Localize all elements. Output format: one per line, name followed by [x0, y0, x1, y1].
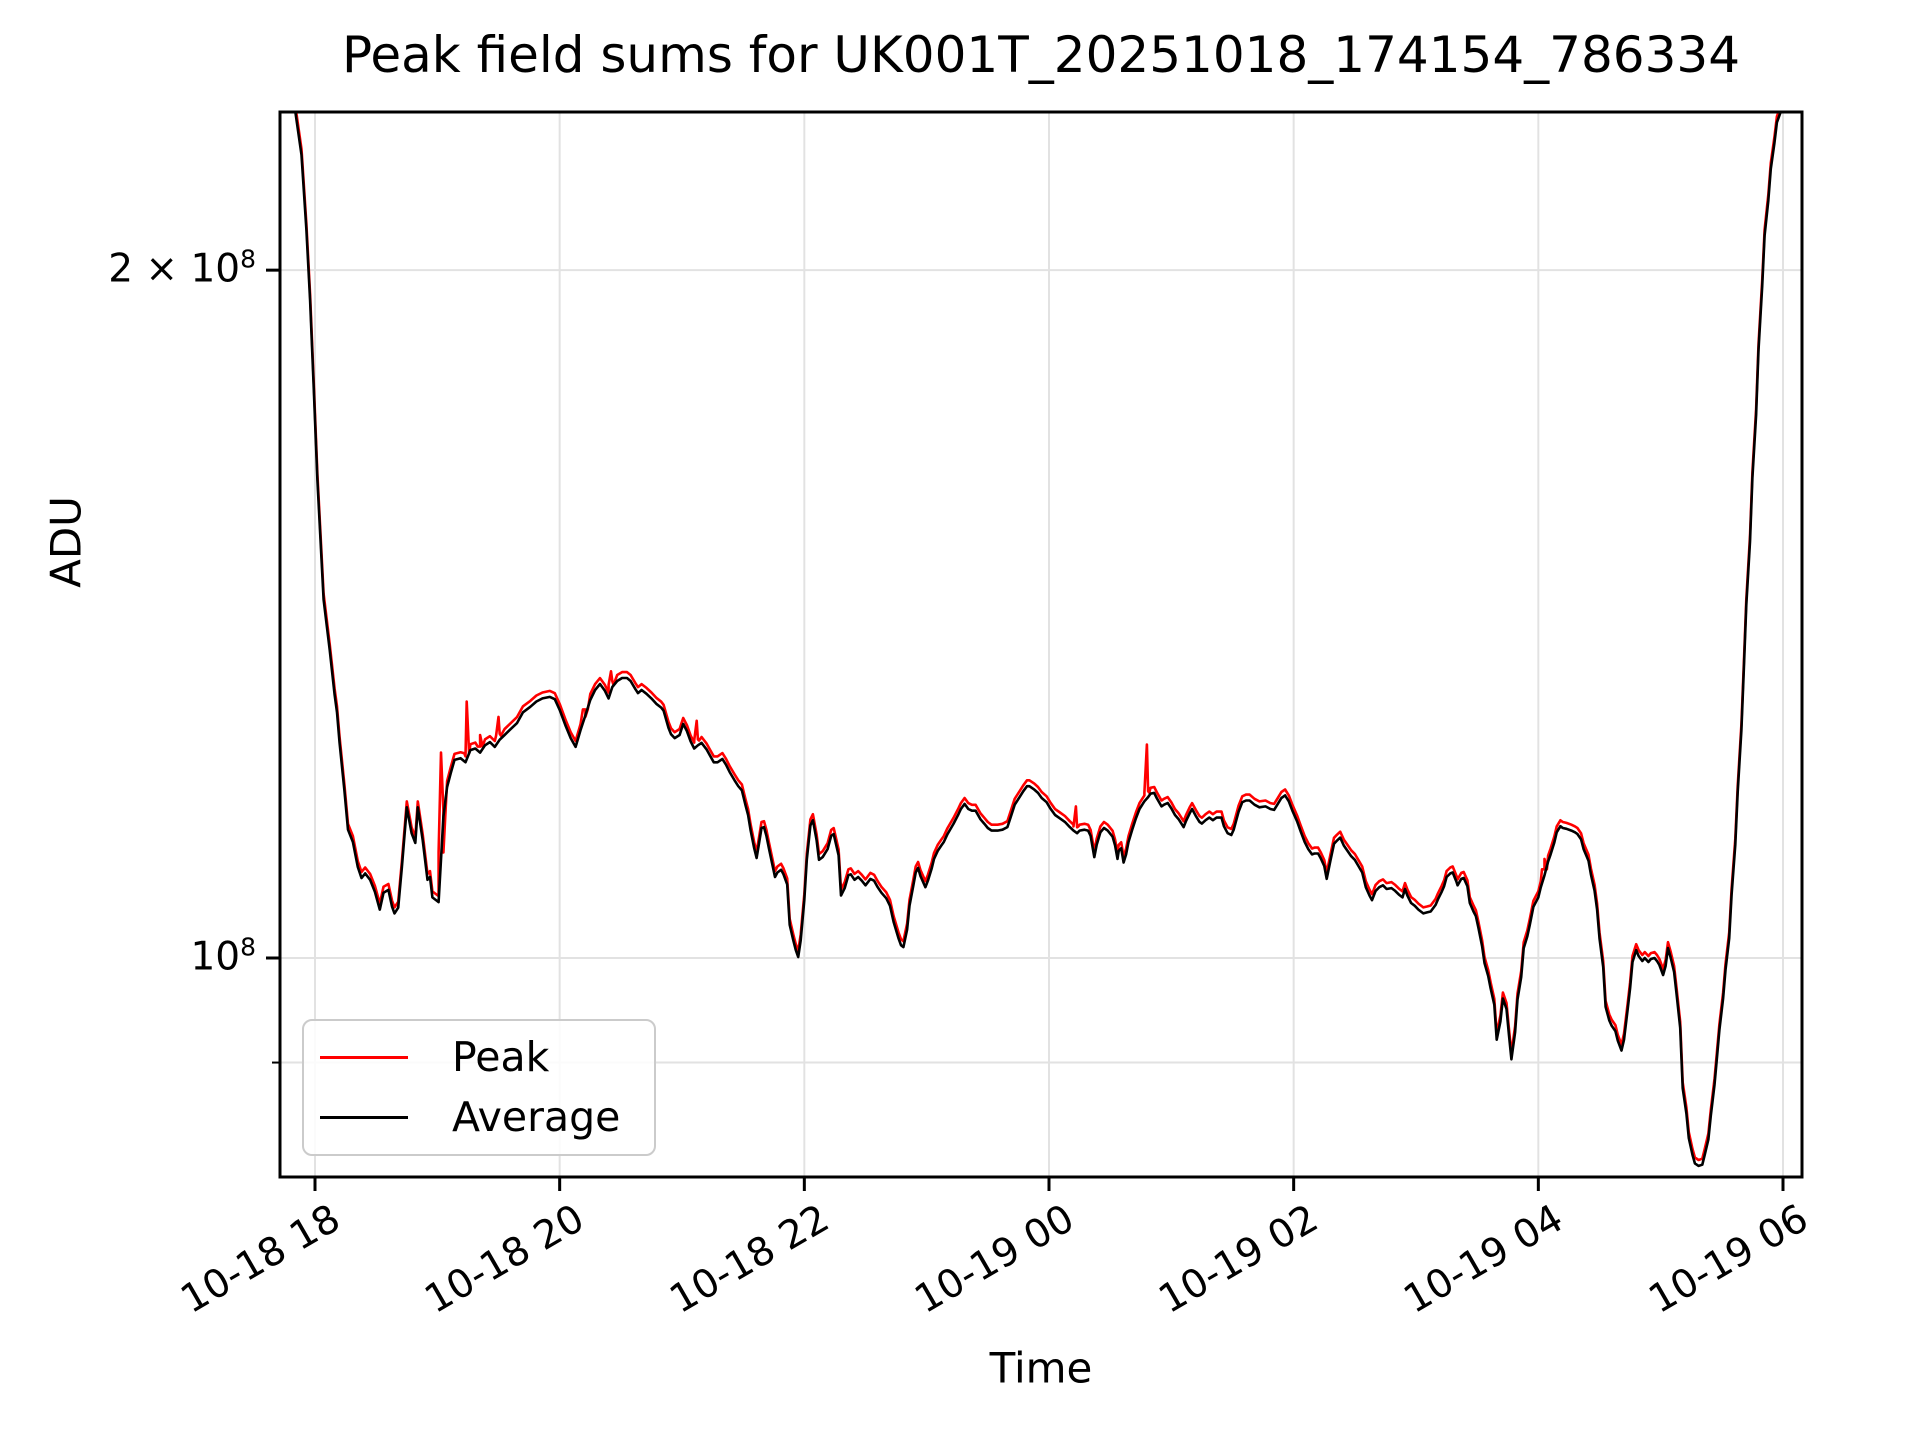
- x-axis-label: Time: [989, 1343, 1093, 1393]
- average-line-sample: [320, 1115, 408, 1119]
- y-tick-text: 108: [190, 932, 256, 980]
- peak-line: [294, 112, 1780, 1162]
- y-axis-label: ADU: [41, 496, 91, 588]
- legend: Peak Average: [302, 1019, 656, 1156]
- legend-item-peak: Peak: [320, 1035, 654, 1080]
- plot-frame: [278, 110, 1804, 1179]
- average-line: [283, 112, 1802, 1168]
- chart-title: Peak field sums for UK001T_20251018_1741…: [341, 26, 1741, 84]
- peak-line-sample: [320, 1056, 408, 1060]
- legend-label-peak: Peak: [452, 1033, 550, 1082]
- legend-item-average: Average: [320, 1092, 654, 1141]
- legend-label-average: Average: [452, 1092, 621, 1141]
- y-tick-text: 2 × 108: [108, 245, 256, 292]
